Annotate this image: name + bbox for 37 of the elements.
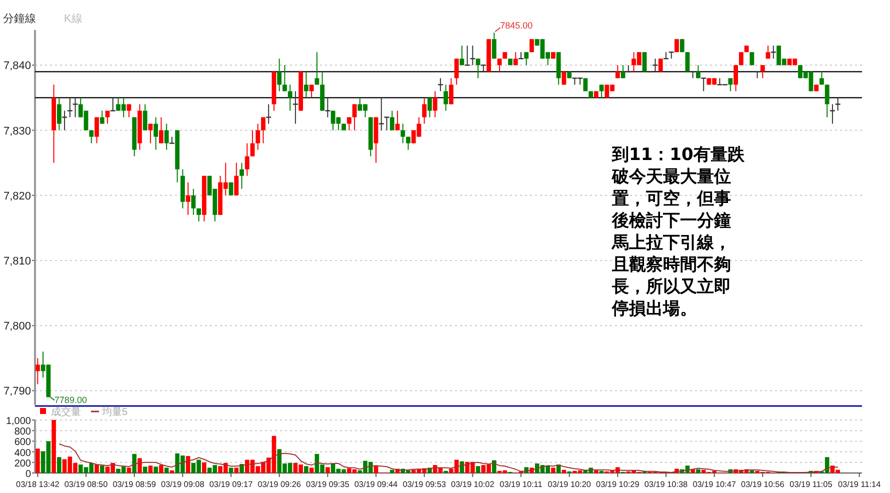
chart-subtitle: K線 [64,13,82,25]
y-tick-label: 7,790 [3,386,31,398]
x-tick-label: 03/19 09:26 [258,480,302,489]
y-tick-label: 1,000 [6,416,32,427]
x-tick-label: 03/19 10:29 [596,480,640,489]
y-tick-label: 7,840 [3,60,31,72]
x-tick-label: 03/19 08:59 [112,480,156,489]
x-tick-label: 03/19 09:44 [354,480,398,489]
x-tick-label: 03/19 10:47 [692,480,736,489]
y-tick-label: 400 [14,448,32,459]
annotation: 到11：10有量跌破今天最大量位置，可空，但事後檢討下一分鐘馬上拉下引線，且觀察時間不夠長，所以又立即停損出場。 [611,145,746,319]
x-tick-label: 03/19 08:50 [64,480,108,489]
annotation: 7789.00 [54,395,87,406]
legend-label: 成交量 [51,406,81,418]
y-tick-label: 800 [14,426,32,438]
x-tick-label: 03/19 10:02 [451,480,495,489]
annotation: 7845.00 [500,20,533,31]
legend-label: 均量5 [101,406,128,418]
x-tick-label: 03/19 09:08 [161,480,205,489]
y-tick-label: 0 [25,469,32,480]
x-tick-label: 03/18 13:42 [16,480,60,489]
x-tick-label: 03/19 11:14 [838,480,882,489]
chart-title: 分鐘線 [3,13,36,25]
x-tick-label: 03/19 10:38 [644,480,688,489]
x-tick-label: 03/19 10:11 [500,480,543,489]
y-tick-label: 7,810 [3,255,31,268]
x-tick-label: 03/19 09:35 [306,480,350,489]
y-tick-label: 7,800 [3,320,31,333]
x-tick-label: 03/19 09:53 [402,480,446,489]
x-tick-label: 03/19 10:56 [741,480,785,489]
y-tick-label: 7,820 [3,190,31,202]
y-tick-label: 7,830 [3,125,31,138]
x-tick-label: 03/19 11:05 [790,480,833,489]
x-tick-label: 03/19 10:20 [548,480,592,489]
x-tick-label: 03/19 09:17 [209,480,254,489]
y-tick-label: 200 [14,458,32,470]
y-tick-label: 600 [14,437,32,448]
